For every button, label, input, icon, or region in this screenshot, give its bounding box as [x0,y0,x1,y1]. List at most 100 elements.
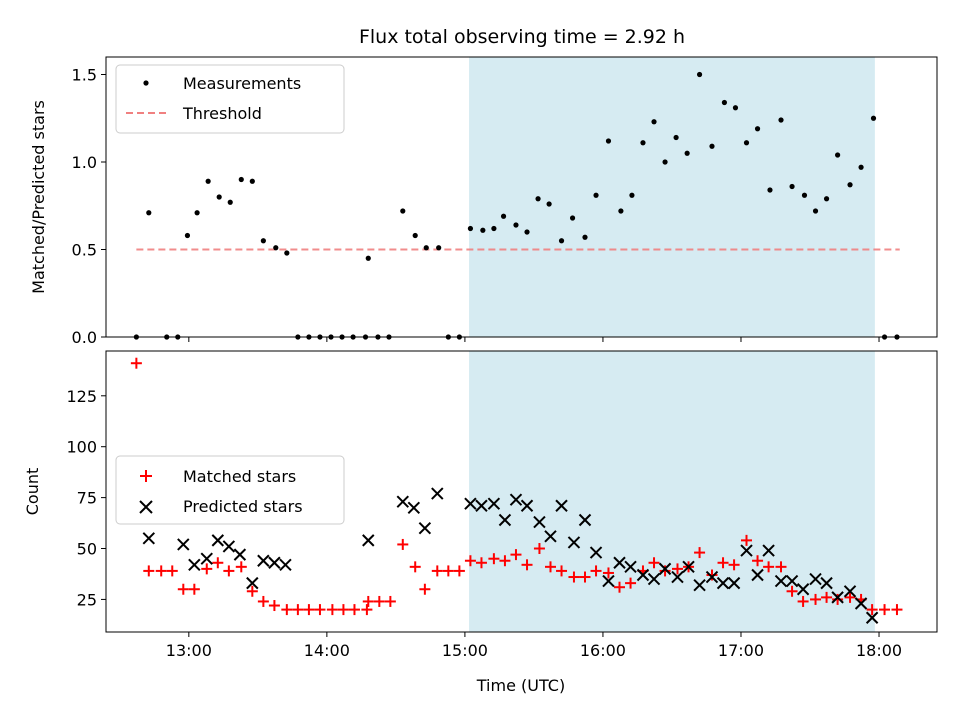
measurement-point [835,152,841,158]
matched-star-point [361,604,373,616]
measurement-point [216,194,222,200]
measurement-point [184,232,191,239]
predicted-star-point [177,538,190,551]
measurement-point [146,210,152,216]
matched-star-point [464,555,476,567]
predicted-star-point [774,574,788,588]
predicted-star-point [671,570,684,584]
measurement-point [238,176,244,183]
predicted-star-point [279,558,292,572]
matched-star-point [373,595,385,607]
matched-star-point [602,567,614,579]
matched-star-point [475,557,487,569]
matched-star-point [810,593,822,605]
matched-star-point [268,600,280,612]
predicted-star-point [246,576,259,590]
predicted-star-point [740,544,753,557]
matched-star-point [257,595,269,607]
top-y-tick-label: 1.0 [72,153,97,172]
predicted-star-point [854,597,868,610]
matched-star-point [648,557,660,569]
matched-star-point [223,565,235,577]
matched-star-point [741,534,753,546]
matched-star-point [706,569,718,581]
matched-star-point [728,559,740,571]
predicted-star-point [544,530,557,543]
predicted-star-point [809,572,822,586]
x-tick-label: 13:00 [166,641,212,660]
legend-measurements-label: Measurements [183,74,301,93]
matched-star-point [717,557,729,569]
matched-star-point [362,595,374,607]
measurement-point [205,178,211,184]
matched-star-point [844,591,856,603]
legend-threshold-label: Threshold [182,104,262,123]
predicted-stars-points [142,487,879,624]
measurement-point [593,192,599,198]
matched-star-point [326,604,338,616]
bottom-observing-window [469,351,875,632]
measurement-point [400,208,406,214]
predicted-star-point [431,487,444,500]
measurement-point [605,138,612,144]
predicted-star-point [843,585,857,598]
predicted-star-point [693,578,706,592]
matched-star-point [419,583,431,595]
measurement-point [696,71,703,78]
measurement-point [412,232,418,239]
predicted-star-point [589,546,603,559]
predicted-star-point [555,499,568,512]
predicted-star-point [257,554,270,567]
matched-star-point [201,563,213,575]
matched-star-point [752,555,764,567]
bottom-y-tick-label: 50 [77,540,97,559]
measurement-point [249,178,255,184]
measurement-point [535,196,541,202]
matched-star-point [292,604,304,616]
measurement-point [767,187,773,193]
matched-star-point [235,561,247,573]
matched-star-point [614,581,626,593]
top-y-tick-label: 0.5 [72,241,97,260]
matched-star-point [384,595,396,607]
measurement-point [546,201,552,207]
top-y-tick-label: 0.0 [72,328,97,347]
measurement-point [858,164,864,170]
matched-star-point [832,593,844,605]
measurement-point [640,140,646,146]
top-observing-window [469,57,875,337]
matched-star-point [694,547,706,559]
predicted-star-point [751,568,764,582]
measurement-point [732,105,739,111]
measurement-point [618,208,624,214]
legend-matched-marker [140,470,152,482]
bottom-x-axis-ticks: 13:00 14:00 15:00 16:00 17:00 18:00 [166,632,902,660]
bottom-y-tick-label: 75 [77,489,97,508]
x-tick-label: 16:00 [580,641,626,660]
measurement-point [801,192,808,198]
predicted-star-point [820,576,833,590]
matched-star-point [533,543,545,555]
predicted-star-point [418,521,432,535]
matched-star-point [556,565,568,577]
measurement-point [721,99,728,106]
matched-star-point [879,604,891,616]
matched-star-point [314,604,326,616]
measurement-point [629,192,635,198]
measurement-point [227,199,233,205]
x-tick-label: 14:00 [304,641,350,660]
measurement-point [558,238,565,244]
predicted-star-point [716,576,730,590]
matched-star-point [166,565,178,577]
top-plot-frame [105,56,938,338]
predicted-star-point [464,497,477,510]
matched-star-point [775,561,787,573]
top-y-axis-label: Matched/Predicted stars [29,100,48,294]
matched-star-point [671,563,683,575]
predicted-star-point [647,572,661,586]
x-tick-label: 15:00 [442,641,488,660]
predicted-star-point [727,576,741,590]
bottom-legend: Matched stars Predicted stars [115,455,345,525]
matched-star-point [348,604,360,616]
bottom-y-tick-label: 100 [66,438,97,457]
